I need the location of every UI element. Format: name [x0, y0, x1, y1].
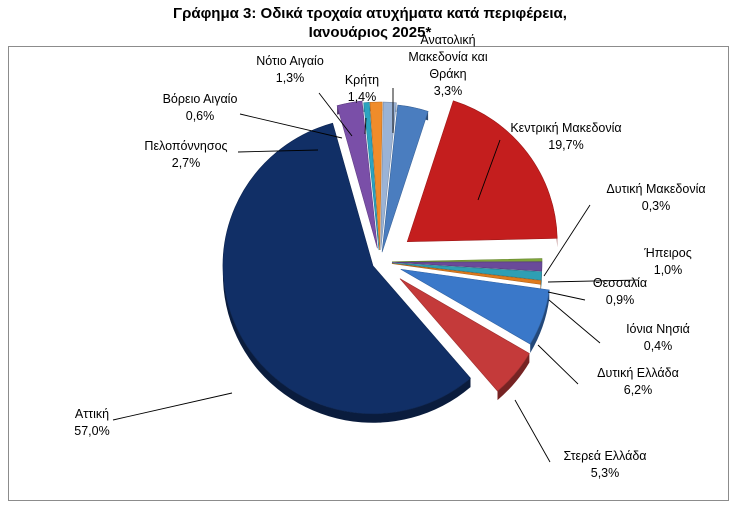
data-label-value-notio-aigaio: 1,3% — [276, 71, 305, 85]
pie-slice-side-sterea-ellada — [497, 353, 530, 401]
data-label-name-kriti: Κρήτη — [345, 73, 379, 87]
data-label-name-peloponnisos: Πελοπόννησος — [144, 139, 227, 153]
data-label-value-attiki: 57,0% — [74, 424, 109, 438]
pie-slice-kentriki-makedonia — [406, 100, 558, 242]
data-label-name-sterea-ellada: Στερεά Ελλάδα — [563, 449, 646, 463]
data-label-name-anatoliki-makedonia-kai-thraki: Ανατολική — [420, 33, 475, 47]
pie-slice-ipeiros — [391, 261, 543, 272]
chart-frame — [8, 46, 729, 501]
data-label-name-attiki: Αττική — [75, 407, 109, 421]
leader-line-sterea-ellada — [514, 399, 551, 463]
data-label-name-anatoliki-makedonia-kai-thraki: Θράκη — [429, 67, 466, 81]
pie-slice-attiki — [222, 122, 471, 414]
data-label-value-peloponnisos: 2,7% — [172, 156, 201, 170]
leader-line-attiki — [112, 392, 233, 421]
data-label-name-notio-aigaio: Νότιο Αιγαίο — [256, 54, 324, 68]
data-label-value-kentriki-makedonia: 19,7% — [548, 138, 583, 152]
data-label-name-voreio-aigaio: Βόρειο Αιγαίο — [163, 92, 238, 106]
leader-line-ionia-nisia — [548, 299, 601, 344]
leader-line-ipeiros — [547, 279, 639, 283]
pie-slice-side-dytiki-ellada — [530, 290, 550, 354]
data-label-value-thessalia: 0,9% — [606, 293, 635, 307]
data-label-name-anatoliki-makedonia-kai-thraki: Μακεδονία και — [408, 50, 487, 64]
pie-slice-kriti — [380, 101, 397, 251]
chart-title-line2: Ιανουάριος 2025* — [308, 24, 432, 41]
leader-line-peloponnisos — [237, 149, 319, 153]
data-label-value-kriti: 1,4% — [348, 90, 377, 104]
leader-line-dytiki-ellada — [537, 344, 579, 385]
data-label-name-kentriki-makedonia: Κεντρική Μακεδονία — [510, 121, 621, 135]
leader-line-dytiki-makedonia — [543, 204, 591, 277]
data-label-name-dytiki-ellada: Δυτική Ελλάδα — [597, 366, 679, 380]
leader-line-voreio-aigaio — [239, 113, 343, 139]
chart-title-line1: Γράφημα 3: Οδικά τροχαία ατυχήματα κατά … — [173, 5, 567, 22]
pie-slices-layer — [222, 100, 558, 414]
leader-line-notio-aigaio — [318, 92, 353, 137]
pie-labels-layer: Ανατολική Μακεδονία και Θράκη 3,3% Κεντρική … — [74, 33, 705, 480]
data-label-value-ionia-nisia: 0,4% — [644, 339, 673, 353]
data-label-name-ipeiros: Ήπειρος — [643, 246, 692, 260]
data-label-value-dytiki-makedonia: 0,3% — [642, 199, 671, 213]
data-label-name-ionia-nisia: Ιόνια Νησιά — [626, 322, 690, 336]
pie-slice-ionia-nisia — [391, 263, 542, 285]
data-label-value-ipeiros: 1,0% — [654, 263, 683, 277]
chart-title: Γράφημα 3: Οδικά τροχαία ατυχήματα κατά … — [0, 4, 740, 42]
leader-line-kriti — [364, 117, 367, 135]
pie-slice-voreio-aigaio — [363, 102, 380, 251]
data-label-value-sterea-ellada: 5,3% — [591, 466, 620, 480]
pie-slice-anatoliki-makedonia-kai-thraki — [381, 104, 429, 253]
data-label-value-voreio-aigaio: 0,6% — [186, 109, 215, 123]
data-label-value-dytiki-ellada: 6,2% — [624, 383, 653, 397]
leader-line-thessalia — [547, 291, 586, 301]
pie-slice-dytiki-makedonia — [391, 258, 543, 263]
pie-slice-sterea-ellada — [399, 278, 530, 392]
pie-slice-thessalia — [391, 262, 543, 281]
leader-line-kentriki-makedonia — [477, 139, 501, 201]
data-label-value-anatoliki-makedonia-kai-thraki: 3,3% — [434, 84, 463, 98]
pie-slice-dytiki-ellada — [400, 268, 550, 345]
pie-slice-notio-aigaio — [369, 101, 383, 251]
pie-slice-peloponnisos — [336, 100, 378, 249]
data-label-name-thessalia: Θεσσαλία — [593, 276, 647, 290]
data-label-name-dytiki-makedonia: Δυτική Μακεδονία — [606, 182, 705, 196]
